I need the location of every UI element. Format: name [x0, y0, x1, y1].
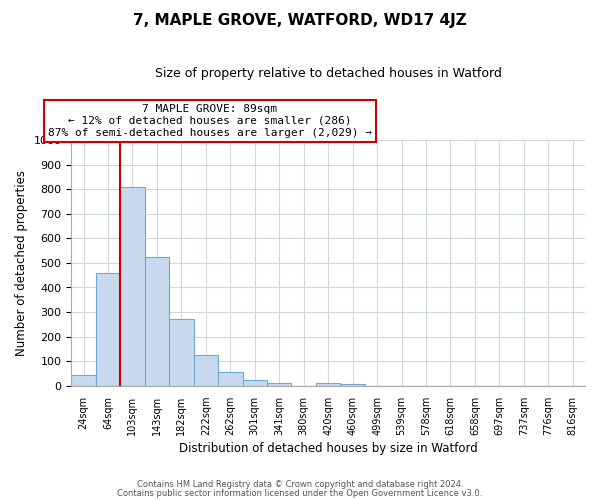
Bar: [145, 257, 169, 386]
Text: Contains HM Land Registry data © Crown copyright and database right 2024.: Contains HM Land Registry data © Crown c…: [137, 480, 463, 489]
Bar: [316, 384, 340, 386]
Y-axis label: Number of detached properties: Number of detached properties: [15, 170, 28, 356]
Text: 7 MAPLE GROVE: 89sqm
← 12% of detached houses are smaller (286)
87% of semi-deta: 7 MAPLE GROVE: 89sqm ← 12% of detached h…: [48, 104, 372, 138]
X-axis label: Distribution of detached houses by size in Watford: Distribution of detached houses by size …: [179, 442, 478, 455]
Bar: [340, 384, 365, 386]
Title: Size of property relative to detached houses in Watford: Size of property relative to detached ho…: [155, 68, 502, 80]
Bar: [242, 380, 267, 386]
Text: 7, MAPLE GROVE, WATFORD, WD17 4JZ: 7, MAPLE GROVE, WATFORD, WD17 4JZ: [133, 12, 467, 28]
Bar: [120, 186, 145, 386]
Bar: [218, 372, 242, 386]
Bar: [194, 355, 218, 386]
Bar: [267, 383, 292, 386]
Bar: [71, 375, 96, 386]
Bar: [169, 320, 194, 386]
Text: Contains public sector information licensed under the Open Government Licence v3: Contains public sector information licen…: [118, 488, 482, 498]
Bar: [96, 272, 120, 386]
